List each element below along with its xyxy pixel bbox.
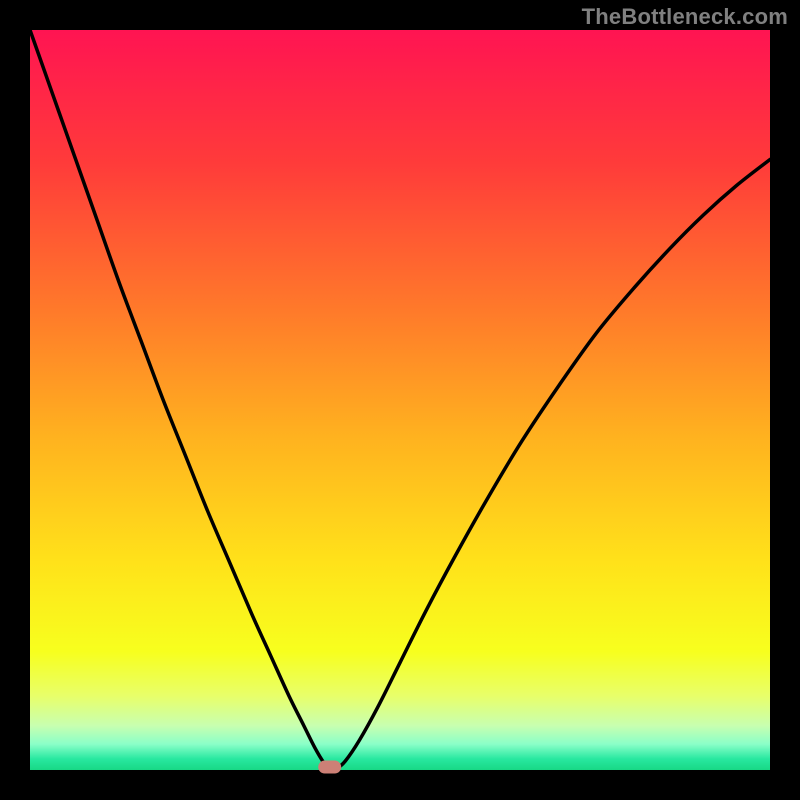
bottleneck-chart (0, 0, 800, 800)
watermark-text: TheBottleneck.com (582, 4, 788, 30)
minimum-marker (319, 761, 341, 773)
chart-container: TheBottleneck.com (0, 0, 800, 800)
